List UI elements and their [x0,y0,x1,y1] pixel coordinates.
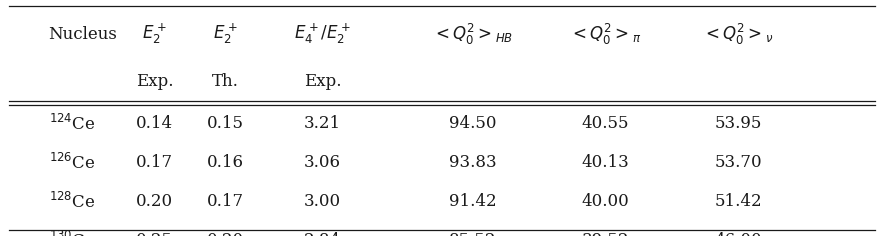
Text: Exp.: Exp. [136,73,173,90]
Text: 53.70: 53.70 [714,154,762,171]
Text: 53.95: 53.95 [714,115,762,132]
Text: 0.17: 0.17 [136,154,173,171]
Text: 0.25: 0.25 [136,232,173,236]
Text: $^{130}$Ce: $^{130}$Ce [49,231,95,236]
Text: 85.52: 85.52 [449,232,497,236]
Text: 0.14: 0.14 [136,115,173,132]
Text: $E_4^+/E_2^+$: $E_4^+/E_2^+$ [294,22,351,46]
Text: $<Q_0^2>_{\pi}$: $<Q_0^2>_{\pi}$ [569,22,642,47]
Text: 40.00: 40.00 [582,193,629,210]
Text: 39.52: 39.52 [582,232,629,236]
Text: 0.20: 0.20 [207,232,244,236]
Text: $<Q_0^2>_{HB}$: $<Q_0^2>_{HB}$ [432,22,514,47]
Text: 93.83: 93.83 [449,154,497,171]
Text: 3.21: 3.21 [304,115,341,132]
Text: $E_2^+$: $E_2^+$ [142,22,167,46]
Text: 0.16: 0.16 [207,154,244,171]
Text: 46.00: 46.00 [714,232,762,236]
Text: Exp.: Exp. [304,73,341,90]
Text: 91.42: 91.42 [449,193,497,210]
Text: 3.06: 3.06 [304,154,341,171]
Text: 40.13: 40.13 [582,154,629,171]
Text: $^{124}$Ce: $^{124}$Ce [49,114,95,134]
Text: 0.20: 0.20 [136,193,173,210]
Text: Th.: Th. [212,73,239,90]
Text: 51.42: 51.42 [714,193,762,210]
Text: 3.00: 3.00 [304,193,341,210]
Text: 40.55: 40.55 [582,115,629,132]
Text: $^{126}$Ce: $^{126}$Ce [49,153,95,173]
Text: 0.17: 0.17 [207,193,244,210]
Text: $E_2^+$: $E_2^+$ [213,22,238,46]
Text: Nucleus: Nucleus [49,26,118,43]
Text: 94.50: 94.50 [449,115,497,132]
Text: 2.84: 2.84 [304,232,341,236]
Text: $^{128}$Ce: $^{128}$Ce [49,192,95,212]
Text: $<Q_0^2>_{\nu}$: $<Q_0^2>_{\nu}$ [703,22,774,47]
Text: 0.15: 0.15 [207,115,244,132]
